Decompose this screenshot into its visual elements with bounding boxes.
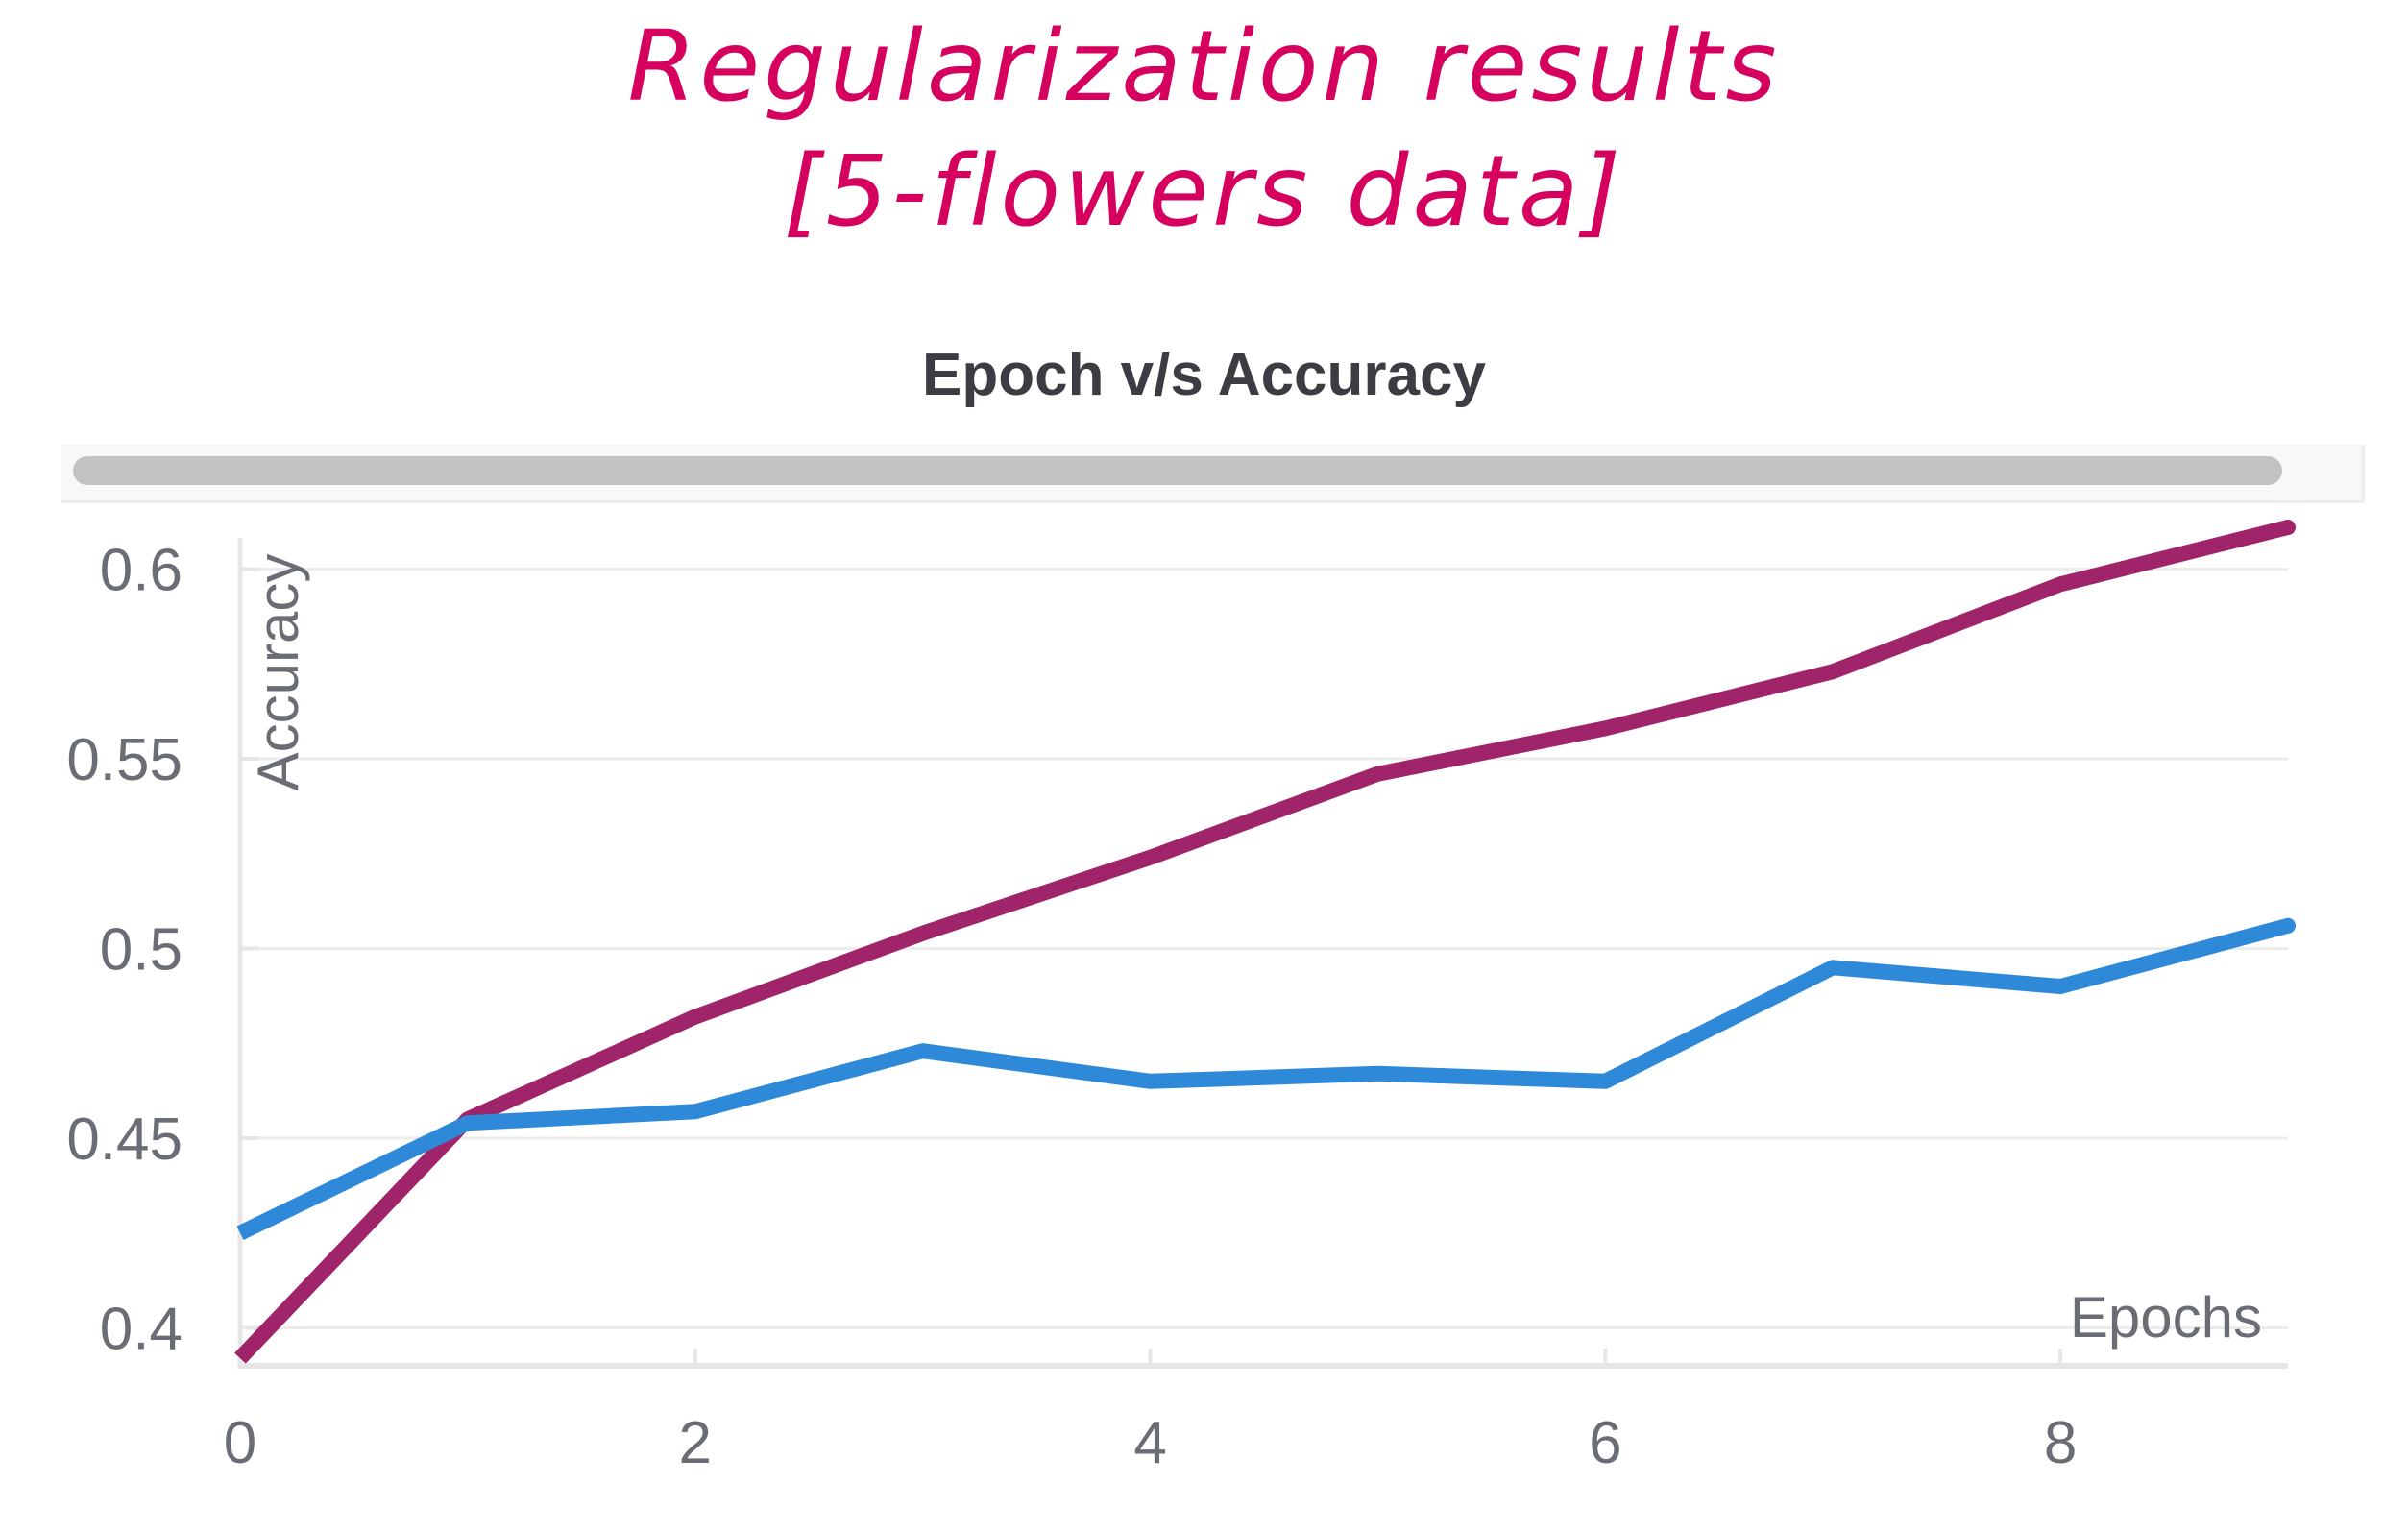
y-axis-label: Accuracy: [246, 554, 310, 791]
handwritten-title: Regularization results [5-flowers data]: [0, 0, 2408, 259]
series-1-point: [2280, 520, 2296, 536]
x-tick-label: 4: [1133, 1410, 1166, 1476]
horizontal-scrollbar-thumb[interactable]: [73, 456, 2282, 485]
x-axis-label: Epochs: [2070, 1285, 2262, 1350]
x-tick-label: 8: [2044, 1410, 2077, 1476]
y-tick-label: 0.5: [100, 917, 182, 984]
x-tick-label: 6: [1589, 1410, 1621, 1476]
x-tick-label: 0: [224, 1410, 256, 1476]
y-tick-label: 0.6: [100, 538, 182, 604]
y-tick-label: 0.45: [66, 1106, 182, 1173]
grid-layer: [240, 568, 2288, 1329]
axis-layer: 0.4 0.45 0.5 0.55 0.6 0 2 4 6 8: [66, 538, 2288, 1476]
chart-title: Epoch v/s Accuracy: [922, 342, 1486, 408]
handwritten-title-line1: Regularization results: [627, 10, 1781, 124]
handwritten-title-line2: [5-flowers data]: [783, 134, 1625, 249]
x-tick-label: 2: [679, 1410, 712, 1476]
y-tick-label: 0.55: [66, 727, 182, 793]
series-2-point: [2280, 917, 2296, 934]
y-tick-label: 0.4: [100, 1297, 182, 1363]
series-layer: [234, 520, 2296, 1364]
series-line-1: [234, 520, 2290, 1364]
series-line-2: [236, 918, 2291, 1241]
label-layer: Accuracy Epochs: [246, 554, 2262, 1350]
